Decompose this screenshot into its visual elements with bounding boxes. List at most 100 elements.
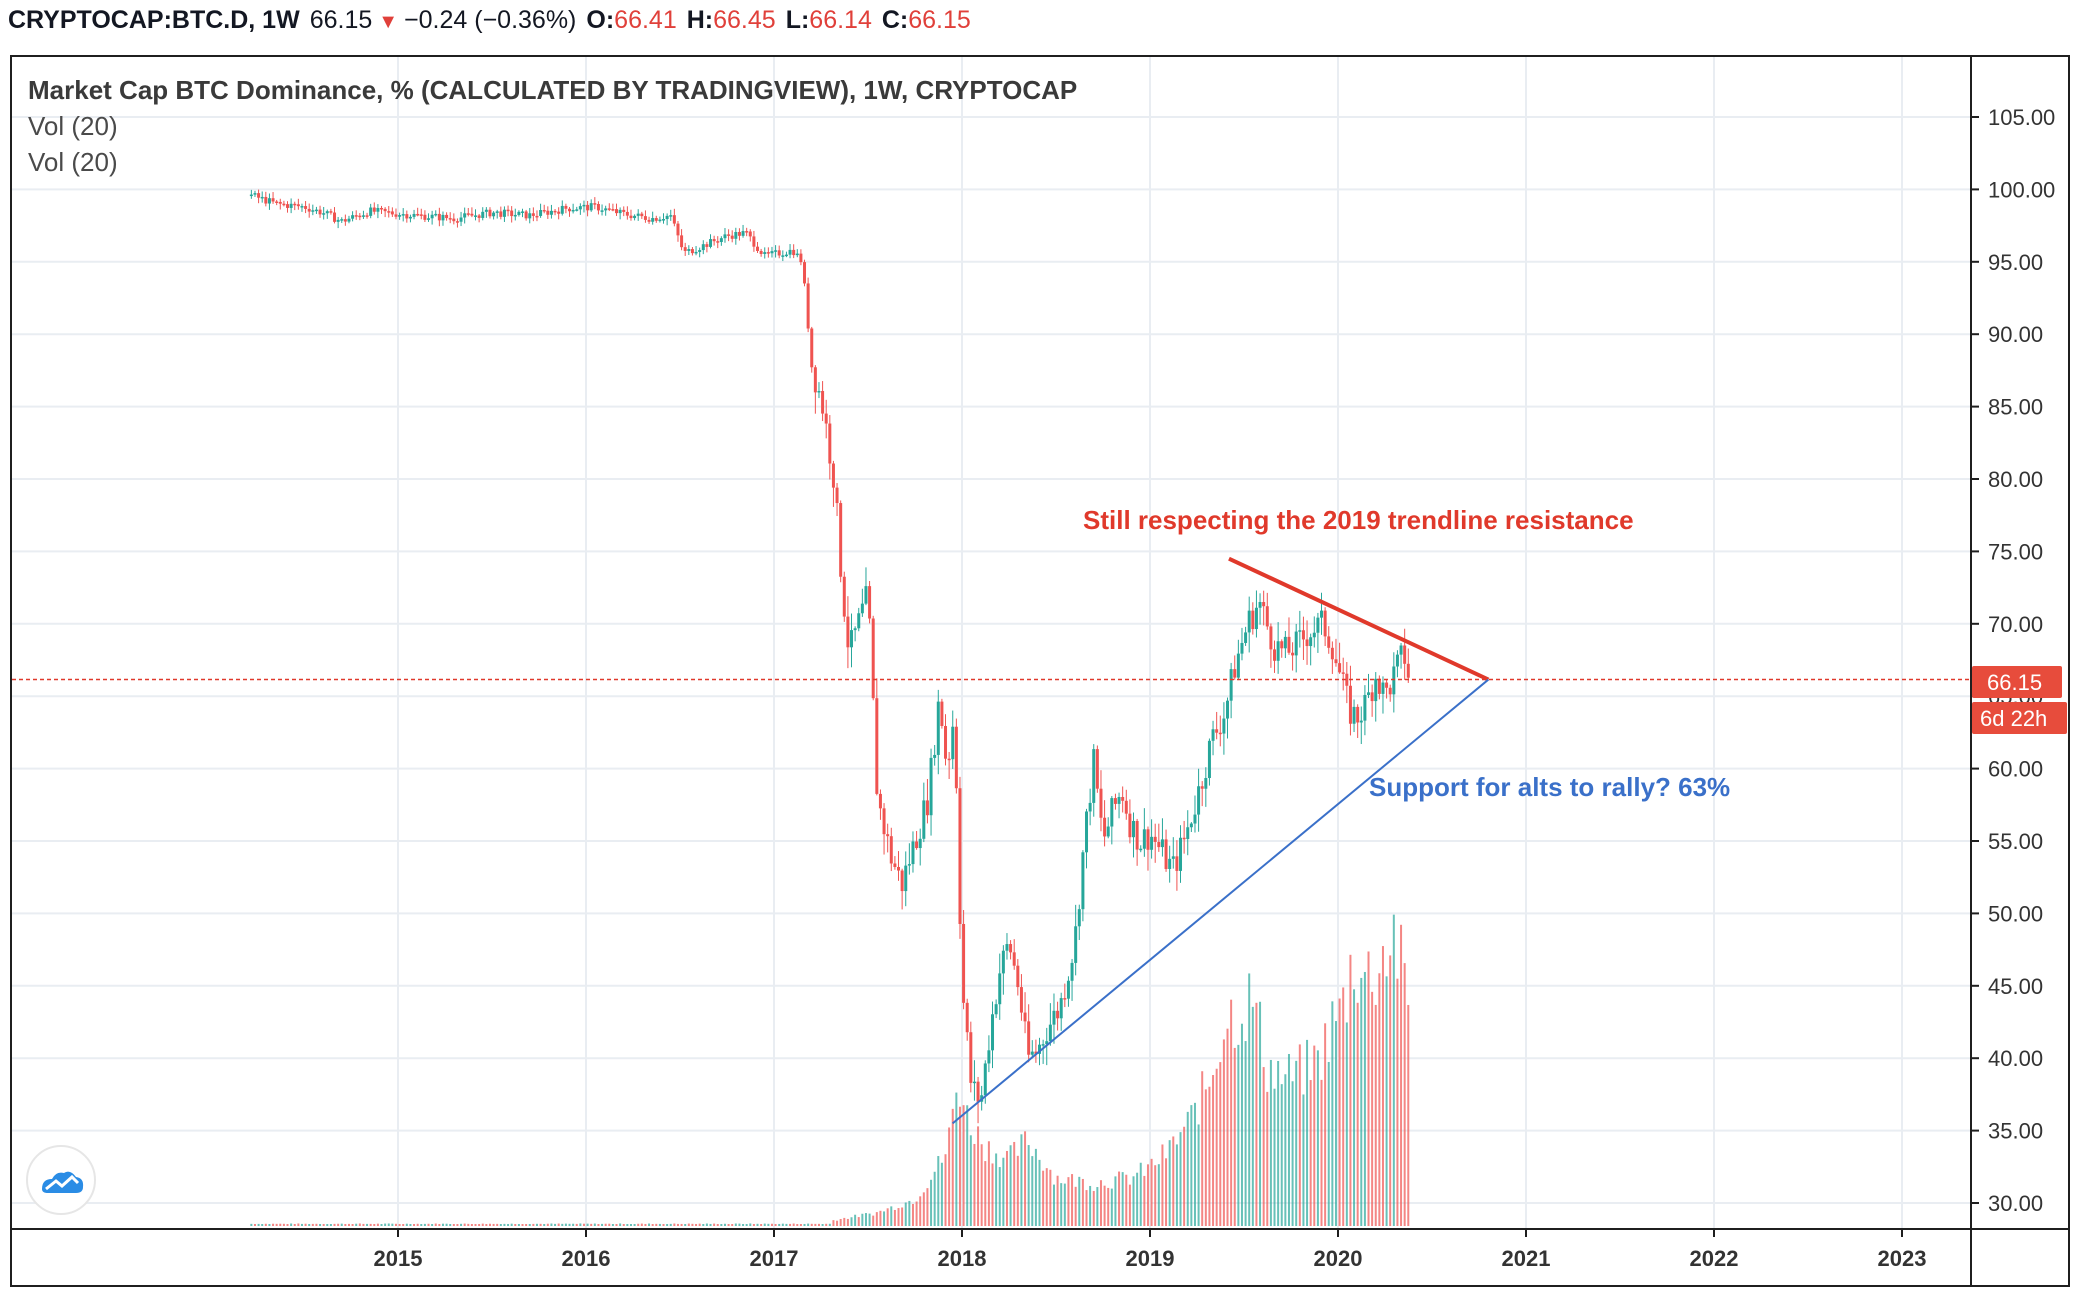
trendlines — [12, 556, 1970, 1125]
candle-body — [1197, 786, 1201, 815]
candle-body — [412, 213, 416, 217]
candle-body — [748, 231, 752, 237]
volume-bar — [789, 1223, 792, 1226]
volume-bar — [836, 1220, 839, 1226]
candle-body — [549, 210, 553, 215]
candle-body — [878, 793, 882, 809]
chart-legend: Market Cap BTC Dominance, % (CALCULATED … — [28, 72, 1077, 180]
candle-body — [781, 255, 785, 257]
volume-bar — [488, 1223, 491, 1226]
candle-body — [1019, 987, 1023, 1013]
candle-body — [777, 250, 781, 256]
volume-bar — [1219, 1062, 1222, 1226]
volume-bar — [535, 1223, 538, 1226]
symbol-label[interactable]: CRYPTOCAP:BTC.D, 1W — [8, 6, 300, 34]
volume-bar — [308, 1224, 311, 1226]
candle-body — [972, 1081, 976, 1084]
y-tick-label: 50.00 — [1988, 901, 2043, 926]
volume-bar — [1143, 1175, 1146, 1226]
volume-bar — [1186, 1111, 1189, 1226]
candle-body — [369, 207, 373, 216]
candle-body — [1016, 965, 1020, 988]
candle-body — [640, 213, 644, 217]
candle-body — [698, 250, 702, 252]
high-label: H: — [686, 6, 714, 34]
candle-body — [1247, 610, 1251, 633]
high-value: 66.45 — [713, 6, 776, 34]
volume-bar — [514, 1224, 517, 1226]
candle-body — [1128, 813, 1132, 838]
y-tick-label: 105.00 — [1988, 105, 2055, 130]
volume-bar — [937, 1156, 940, 1226]
volume-bar — [1078, 1176, 1081, 1226]
volume-indicator-2[interactable]: Vol (20) — [28, 147, 118, 177]
volume-bar — [883, 1211, 886, 1226]
candle-body — [687, 249, 691, 251]
volume-bar — [1074, 1186, 1077, 1226]
candle-body — [857, 613, 861, 629]
candle-body — [998, 973, 1002, 1005]
volume-bar — [1060, 1183, 1063, 1226]
volume-bar — [1154, 1165, 1157, 1226]
volume-indicator-1[interactable]: Vol (20) — [28, 111, 118, 141]
candle-body — [448, 218, 452, 220]
volume-bar — [507, 1223, 510, 1226]
candle-body — [864, 586, 868, 604]
time-axis[interactable]: 2015 2016 2017 2018 2019 2020 2021 2022 2023 — [374, 1229, 1927, 1271]
candle-body — [434, 213, 438, 216]
price-change: −0.24 (−0.36%) — [404, 6, 577, 34]
volume-bar — [474, 1224, 477, 1226]
candle-body — [1348, 685, 1352, 724]
candle-body — [792, 249, 796, 256]
volume-bar — [1183, 1126, 1186, 1226]
volume-bar — [720, 1224, 723, 1226]
candle-body — [752, 236, 756, 247]
price-axis[interactable]: 30.0035.0040.0045.0050.0055.0060.0065.00… — [1971, 105, 2055, 1216]
volume-bar — [1034, 1148, 1037, 1226]
tradingview-logo[interactable] — [26, 1145, 96, 1215]
volume-bar — [572, 1223, 575, 1226]
candle-body — [831, 463, 835, 488]
volume-bar — [651, 1224, 654, 1226]
candle-body — [535, 215, 539, 218]
volume-bar — [644, 1223, 647, 1226]
volume-bar — [615, 1224, 618, 1226]
candle-body — [249, 194, 253, 197]
series-title: Market Cap BTC Dominance, % (CALCULATED … — [28, 75, 1078, 105]
candle-body — [354, 215, 358, 217]
volume-bar — [604, 1223, 607, 1226]
candle-body — [1352, 706, 1356, 724]
volume-bar — [658, 1223, 661, 1226]
candle-body — [1320, 610, 1324, 618]
volume-bar — [1031, 1156, 1034, 1226]
candle-body — [842, 576, 846, 617]
candle-body — [314, 209, 318, 212]
y-tick-label: 90.00 — [1988, 322, 2043, 347]
candle-body — [463, 213, 467, 218]
volume-bar — [409, 1224, 412, 1226]
candle-body — [1034, 1051, 1038, 1054]
volume-bar — [716, 1224, 719, 1226]
volume-bar — [1316, 1050, 1319, 1226]
y-tick-label: 100.00 — [1988, 177, 2055, 202]
volume-bar — [373, 1224, 376, 1226]
candle-body — [1240, 642, 1244, 654]
volume-bar — [872, 1215, 875, 1226]
volume-bar — [861, 1213, 864, 1226]
volume-bar — [637, 1223, 640, 1226]
volume-bar — [890, 1206, 893, 1226]
candle-body — [1142, 829, 1146, 849]
candle-body — [810, 328, 814, 368]
volume-bar — [1381, 946, 1384, 1226]
volume-bar — [366, 1223, 369, 1226]
volume-bar — [322, 1223, 325, 1226]
candle-body — [1218, 732, 1222, 735]
candle-body — [586, 204, 590, 211]
candle-body — [1265, 606, 1269, 627]
volume-bar — [864, 1213, 867, 1226]
volume-bar — [1360, 977, 1363, 1226]
volume-bar — [1251, 1006, 1254, 1226]
volume-bar — [452, 1224, 455, 1226]
volume-bar — [662, 1223, 665, 1226]
